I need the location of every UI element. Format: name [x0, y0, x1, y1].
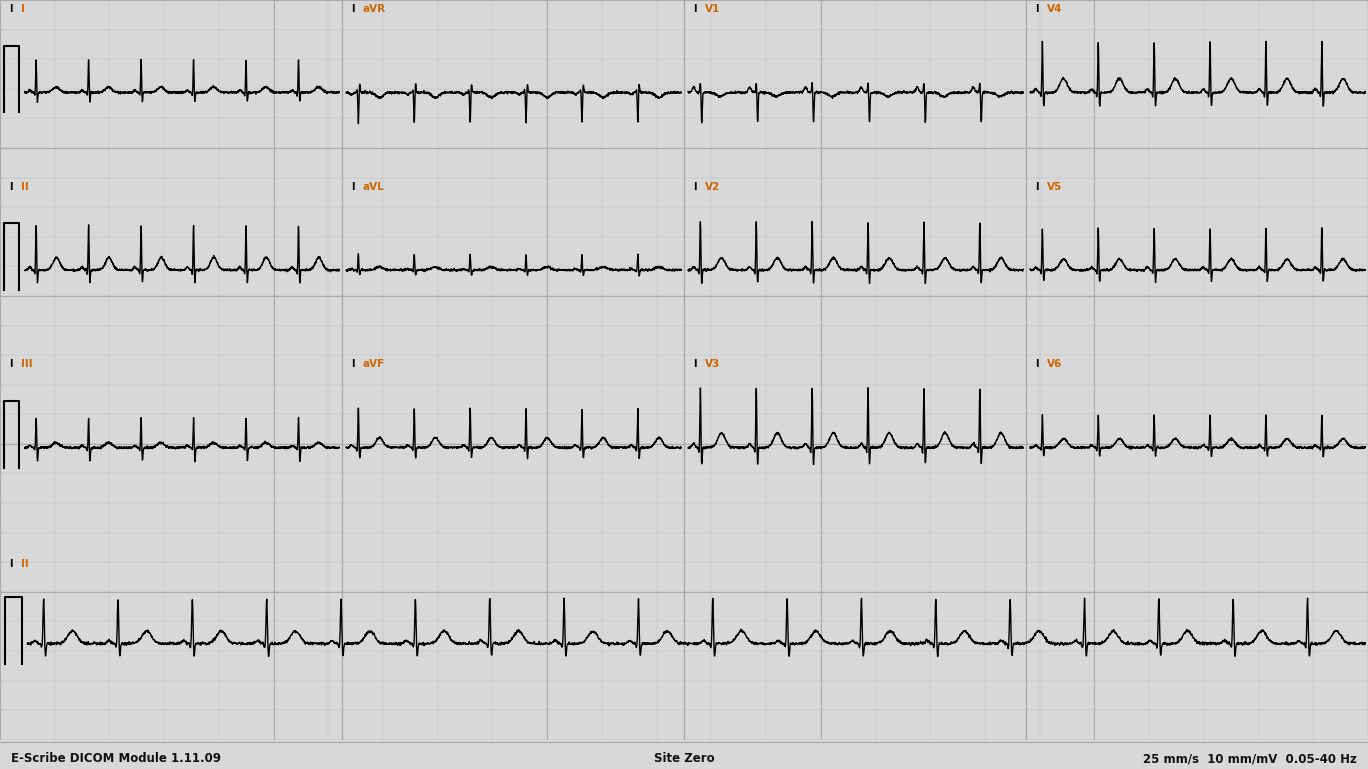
- Text: I: I: [21, 5, 25, 15]
- Text: V5: V5: [1047, 181, 1062, 191]
- Text: I: I: [10, 559, 14, 569]
- Text: V3: V3: [705, 359, 720, 369]
- Text: aVF: aVF: [363, 359, 384, 369]
- Text: II: II: [21, 559, 29, 569]
- Text: I: I: [1036, 181, 1040, 191]
- Text: I: I: [10, 359, 14, 369]
- Text: I: I: [694, 5, 698, 15]
- Text: aVR: aVR: [363, 5, 386, 15]
- Text: V1: V1: [705, 5, 720, 15]
- Text: I: I: [1036, 5, 1040, 15]
- Text: I: I: [694, 359, 698, 369]
- Text: E-Scribe DICOM Module 1.11.09: E-Scribe DICOM Module 1.11.09: [11, 752, 222, 765]
- Text: V4: V4: [1047, 5, 1062, 15]
- Text: I: I: [352, 359, 356, 369]
- Text: I: I: [10, 181, 14, 191]
- Text: II: II: [21, 181, 29, 191]
- Text: V6: V6: [1047, 359, 1062, 369]
- Text: I: I: [1036, 359, 1040, 369]
- Text: III: III: [21, 359, 31, 369]
- Text: I: I: [352, 5, 356, 15]
- Text: aVL: aVL: [363, 181, 384, 191]
- Text: V2: V2: [705, 181, 720, 191]
- Text: Site Zero: Site Zero: [654, 752, 714, 765]
- Text: 25 mm/s  10 mm/mV  0.05-40 Hz: 25 mm/s 10 mm/mV 0.05-40 Hz: [1144, 752, 1357, 765]
- Text: I: I: [694, 181, 698, 191]
- Text: I: I: [10, 5, 14, 15]
- Text: I: I: [352, 181, 356, 191]
